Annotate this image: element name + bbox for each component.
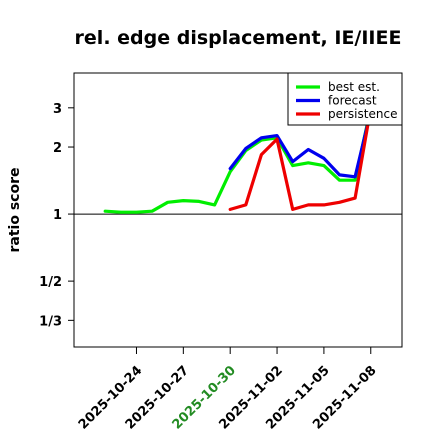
legend-label: best est. [328,80,380,94]
legend-label: persistence [328,107,397,121]
y-tick-label: 3 [53,102,62,117]
plot-frame [73,72,403,348]
y-tick-label: 1/2 [39,275,62,290]
series-line-forecast [228,73,382,179]
series-line-persistence [228,73,382,211]
legend-label: forecast [328,94,377,108]
chart-title: rel. edge displacement, IE/IIEE [75,27,402,49]
y-tick-label: 2 [53,141,62,156]
y-tick-label: 1/3 [39,314,62,329]
y-axis-label: ratio score [7,168,23,253]
y-tick-label: 1 [53,208,62,223]
